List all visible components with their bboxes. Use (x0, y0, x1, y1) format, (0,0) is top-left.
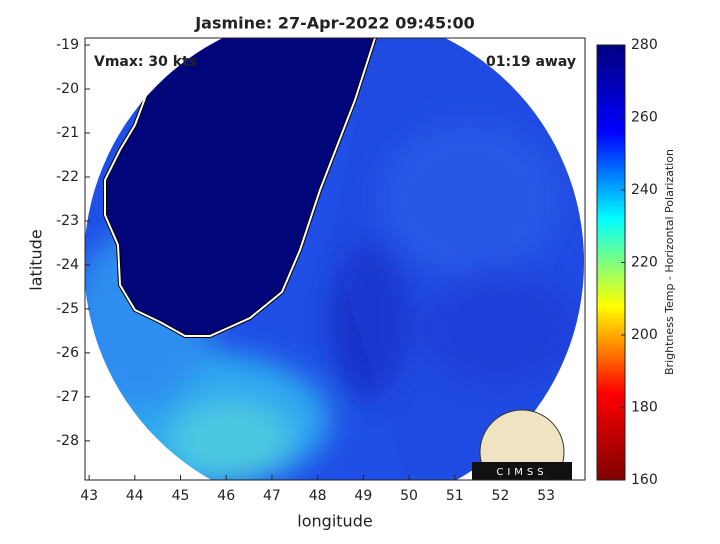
x-tick-label: 48 (309, 488, 327, 504)
colorbar-tick-label: 160 (631, 472, 658, 488)
x-tick-label: 46 (217, 488, 235, 504)
colorbar-tick-label: 220 (631, 255, 658, 271)
chart-title: Jasmine: 27-Apr-2022 09:45:00 (194, 14, 475, 33)
y-tick-label: -22 (56, 169, 79, 185)
x-tick-label: 49 (354, 488, 372, 504)
plot-frame (84, 37, 586, 481)
x-tick-label: 44 (126, 488, 144, 504)
colorbar (596, 44, 626, 481)
y-tick-label: -23 (56, 213, 79, 229)
colorbar-tick-label: 260 (631, 110, 658, 126)
y-tick-label: -19 (56, 37, 79, 53)
colorbar-label: Brightness Temp - Horizontal Polarizatio… (663, 149, 676, 375)
y-tick-label: -21 (56, 125, 79, 141)
colorbar-tick-label: 180 (631, 400, 658, 416)
y-tick-label: -20 (56, 81, 79, 97)
annotation: 01:19 away (486, 54, 576, 70)
x-axis-label: longitude (297, 512, 372, 531)
y-tick-label: -27 (56, 389, 79, 405)
x-tick-label: 53 (537, 488, 555, 504)
colorbar-tick-label: 200 (631, 327, 658, 343)
y-tick-label: -26 (56, 345, 79, 361)
x-tick-label: 52 (492, 488, 510, 504)
image: CIMSS (85, 38, 584, 480)
y-tick-label: -25 (56, 301, 79, 317)
y-tick-label: -24 (56, 257, 79, 273)
colorbar-tick-label: 280 (631, 37, 658, 53)
x-tick-label: 43 (80, 488, 98, 504)
annotation: Vmax: 30 kts (94, 54, 197, 70)
y-tick-label: -28 (56, 433, 79, 449)
logo: CIMSS (472, 409, 572, 480)
x-tick-label: 50 (400, 488, 418, 504)
x-tick-label: 51 (446, 488, 464, 504)
x-tick-label: 45 (172, 488, 190, 504)
colorbar-tick-label: 240 (631, 182, 658, 198)
x-tick-label: 47 (263, 488, 281, 504)
logo-text: CIMSS (496, 467, 547, 478)
y-axis-label: latitude (27, 229, 46, 290)
